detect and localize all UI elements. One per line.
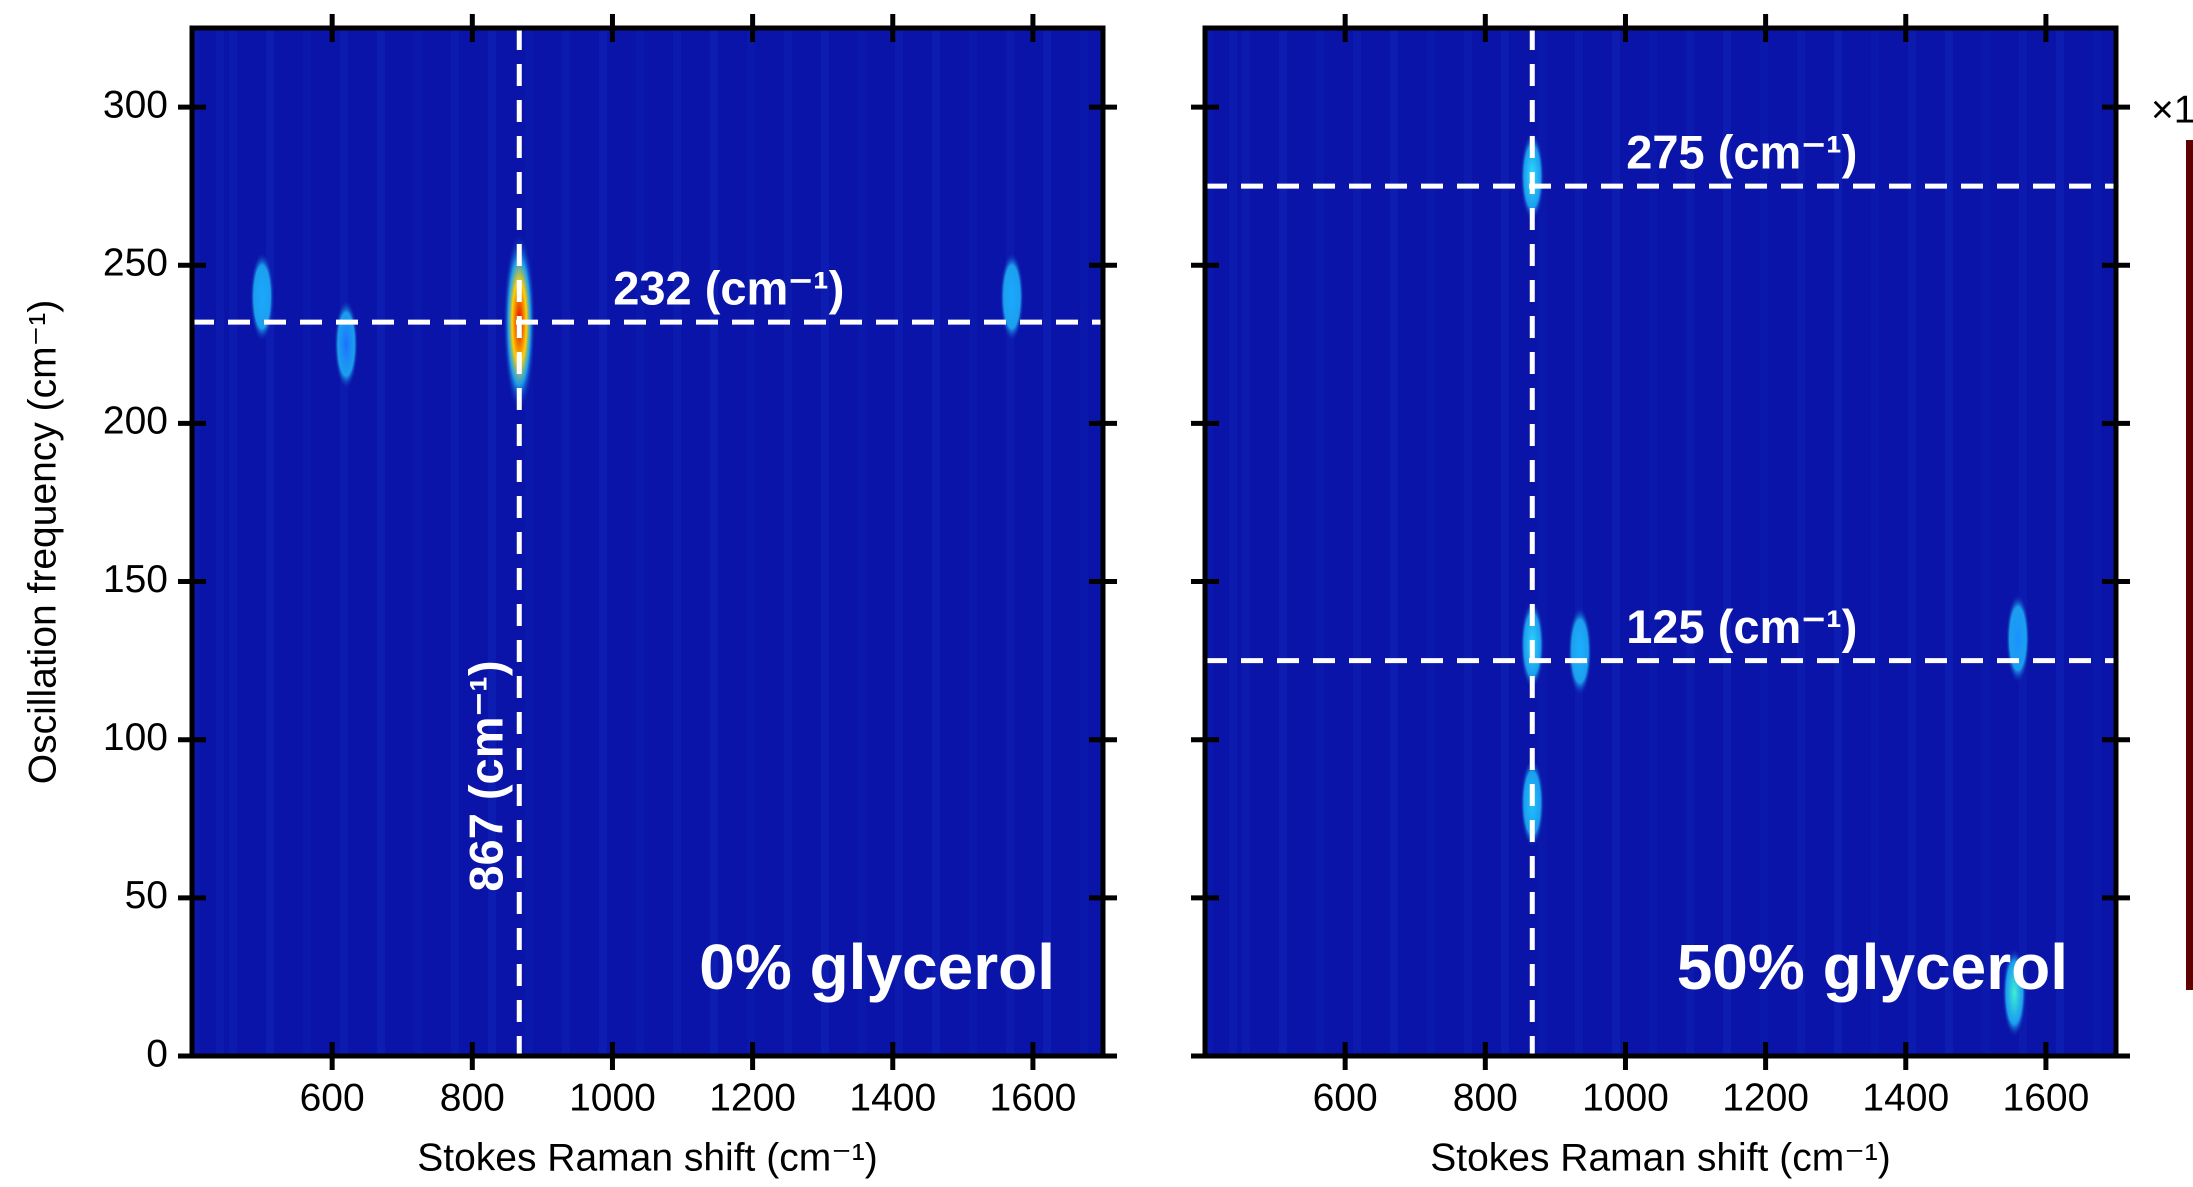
texture (2056, 28, 2064, 1056)
texture (1043, 28, 1051, 1056)
texture (1390, 28, 1398, 1056)
texture (1834, 28, 1842, 1056)
texture (340, 28, 348, 1056)
texture (1205, 28, 1213, 1056)
peak (2005, 593, 2030, 684)
y-tick-label: 50 (125, 874, 168, 917)
texture (1464, 28, 1472, 1056)
y-tick-label: 100 (103, 716, 168, 759)
annotation-label: 867 (cm⁻¹) (460, 660, 513, 891)
x-tick-label: 1400 (1862, 1076, 1949, 1119)
x-tick-label: 1200 (709, 1076, 796, 1119)
texture (414, 28, 422, 1056)
frame (1202, 25, 2119, 1059)
y-axis-label: Oscillation frequency (cm⁻¹) (21, 300, 64, 784)
y-tick-label: 0 (146, 1032, 168, 1075)
texture (1427, 28, 1435, 1056)
texture (451, 28, 459, 1056)
texture (1279, 28, 1287, 1056)
x-tick-label: 800 (1453, 1076, 1518, 1119)
x-tick-label: 1600 (990, 1076, 1077, 1119)
texture (229, 28, 237, 1056)
texture (303, 28, 311, 1056)
texture (216, 28, 224, 1056)
texture (266, 28, 274, 1056)
y-tick-label: 200 (103, 400, 168, 443)
texture (1006, 28, 1014, 1056)
peak (1567, 606, 1592, 697)
texture (1945, 28, 1953, 1056)
peak (250, 251, 275, 342)
y-tick-label: 300 (103, 83, 168, 126)
texture (1575, 28, 1583, 1056)
y-tick-label: 150 (103, 558, 168, 601)
annotation-label: 232 (cm⁻¹) (613, 262, 844, 315)
colorbar-label: ×1 (2151, 88, 2193, 131)
peak (334, 299, 359, 390)
texture (747, 28, 755, 1056)
texture (932, 28, 940, 1056)
texture (2093, 28, 2101, 1056)
heatmap-background (192, 28, 1103, 1056)
texture (1501, 28, 1509, 1056)
texture (1649, 28, 1657, 1056)
frame (189, 25, 1106, 1059)
texture (488, 28, 496, 1056)
texture (1242, 28, 1250, 1056)
y-tick-label: 250 (103, 242, 168, 285)
annotation-label: 275 (cm⁻¹) (1626, 126, 1857, 179)
texture (1723, 28, 1731, 1056)
heatmap-background (1205, 28, 2116, 1056)
texture (525, 28, 533, 1056)
texture (377, 28, 385, 1056)
texture (1686, 28, 1694, 1056)
x-tick-label: 800 (440, 1076, 505, 1119)
x-axis-label: Stokes Raman shift (cm⁻¹) (417, 1136, 878, 1179)
texture (192, 28, 200, 1056)
x-tick-label: 600 (300, 1076, 365, 1119)
texture (1871, 28, 1879, 1056)
texture (1229, 28, 1237, 1056)
texture (784, 28, 792, 1056)
x-tick-label: 600 (1313, 1076, 1378, 1119)
texture (673, 28, 681, 1056)
texture (1538, 28, 1546, 1056)
peak (2002, 947, 2027, 1038)
texture (969, 28, 977, 1056)
texture (1612, 28, 1620, 1056)
texture (1316, 28, 1324, 1056)
texture (562, 28, 570, 1056)
x-tick-label: 1000 (1582, 1076, 1669, 1119)
colorbar (2186, 140, 2193, 990)
x-tick-label: 1000 (569, 1076, 656, 1119)
texture (895, 28, 903, 1056)
texture (858, 28, 866, 1056)
panel-label: 50% glycerol (1677, 931, 2068, 1003)
texture (1353, 28, 1361, 1056)
annotation-label: 125 (cm⁻¹) (1626, 600, 1857, 653)
x-tick-label: 1600 (2003, 1076, 2090, 1119)
texture (1982, 28, 1990, 1056)
texture (1797, 28, 1805, 1056)
x-tick-label: 1200 (1722, 1076, 1809, 1119)
texture (710, 28, 718, 1056)
panel-label: 0% glycerol (699, 931, 1055, 1003)
peak (999, 251, 1024, 342)
texture (1760, 28, 1768, 1056)
texture (636, 28, 644, 1056)
x-tick-label: 1400 (849, 1076, 936, 1119)
x-axis-label: Stokes Raman shift (cm⁻¹) (1430, 1136, 1891, 1179)
texture (2019, 28, 2027, 1056)
texture (1080, 28, 1088, 1056)
texture (1908, 28, 1916, 1056)
texture (821, 28, 829, 1056)
texture (599, 28, 607, 1056)
